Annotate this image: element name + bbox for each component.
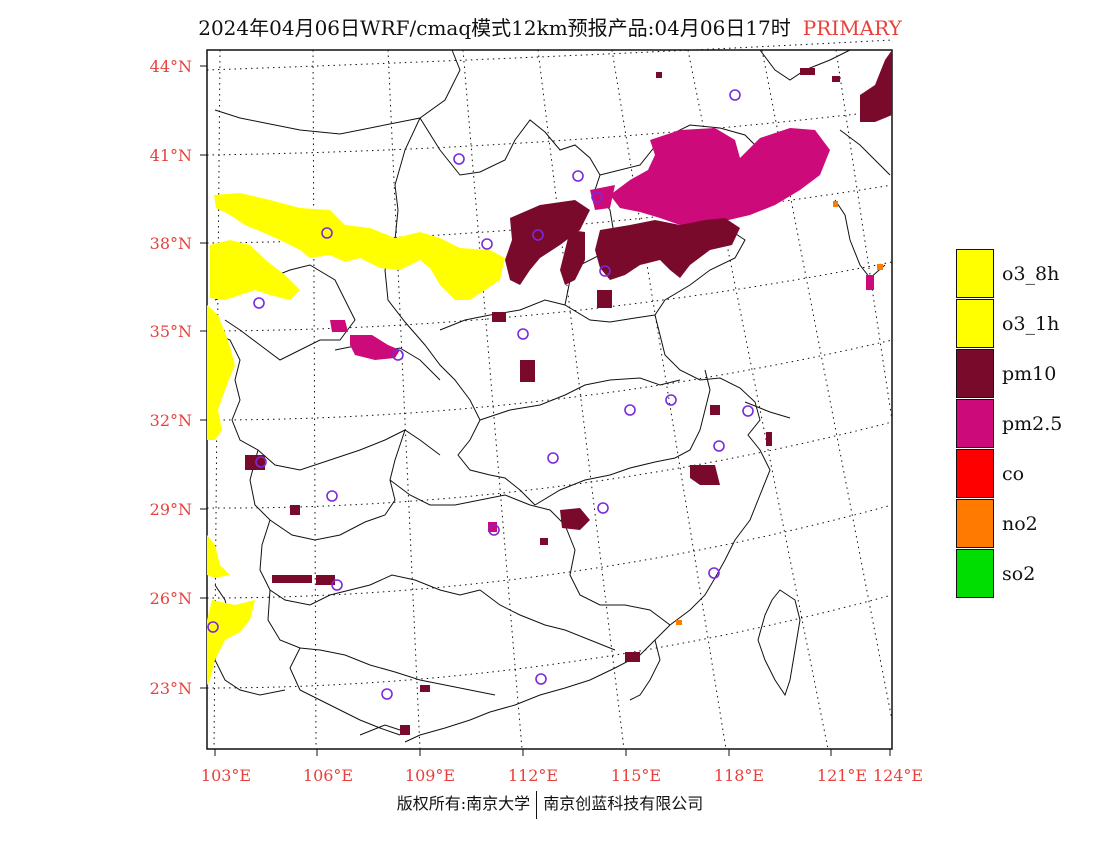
legend-label: co [1002,463,1025,485]
legend-swatch [956,499,994,548]
lon-label-124: 124°E [873,766,923,785]
legend-swatch [956,399,994,448]
lat-ticks [200,65,207,689]
copyright-right: 南京创蓝科技有限公司 [543,794,704,813]
legend-label: so2 [1002,563,1036,585]
legend-swatch [956,249,994,298]
legend-label: no2 [1002,513,1038,535]
lon-label-109: 109°E [405,766,455,785]
lat-label-44: 44°N [150,57,192,76]
lon-label-103: 103°E [201,766,251,785]
legend-label: o3_8h [1002,263,1060,285]
legend-swatch [956,549,994,598]
legend-label: pm10 [1002,363,1057,385]
graticule [206,39,893,750]
lat-label-26: 26°N [150,589,192,608]
legend-label: o3_1h [1002,313,1060,335]
lon-labels: 103°E 106°E 109°E 112°E 115°E 118°E 121°… [201,766,923,785]
lat-label-35: 35°N [150,322,192,341]
lat-label-38: 38°N [150,234,192,253]
no2-areas [676,201,883,625]
lat-label-23: 23°N [150,679,192,698]
copyright-left: 版权所有:南京大学 [396,794,531,813]
lon-ticks [214,749,891,756]
lat-label-41: 41°N [150,146,192,165]
copyright-footer: 版权所有:南京大学 南京创蓝科技有限公司 [0,790,1100,819]
legend-swatch [956,449,994,498]
lon-label-106: 106°E [303,766,353,785]
lat-labels: 44°N 41°N 38°N 35°N 32°N 29°N 26°N 23°N [150,57,192,698]
legend-label: pm2.5 [1002,413,1063,435]
lon-label-118: 118°E [714,766,764,785]
lon-label-121: 121°E [817,766,867,785]
lon-label-112: 112°E [508,766,558,785]
o3-areas [207,193,505,685]
map-title: 2024年04月06日WRF/cmaq模式12km预报产品:04月06日17时 P… [0,12,1100,41]
primary-tag: PRIMARY [802,16,902,40]
title-text: 2024年04月06日WRF/cmaq模式12km预报产品:04月06日17时 [198,16,791,40]
footer-separator [536,790,538,819]
lon-label-115: 115°E [611,766,661,785]
pm10-areas [245,50,892,735]
lat-label-32: 32°N [150,411,192,430]
legend-swatch [956,299,994,348]
lat-label-29: 29°N [150,500,192,519]
boundaries [206,49,891,743]
station-markers [207,89,754,700]
legend-swatch [956,349,994,398]
